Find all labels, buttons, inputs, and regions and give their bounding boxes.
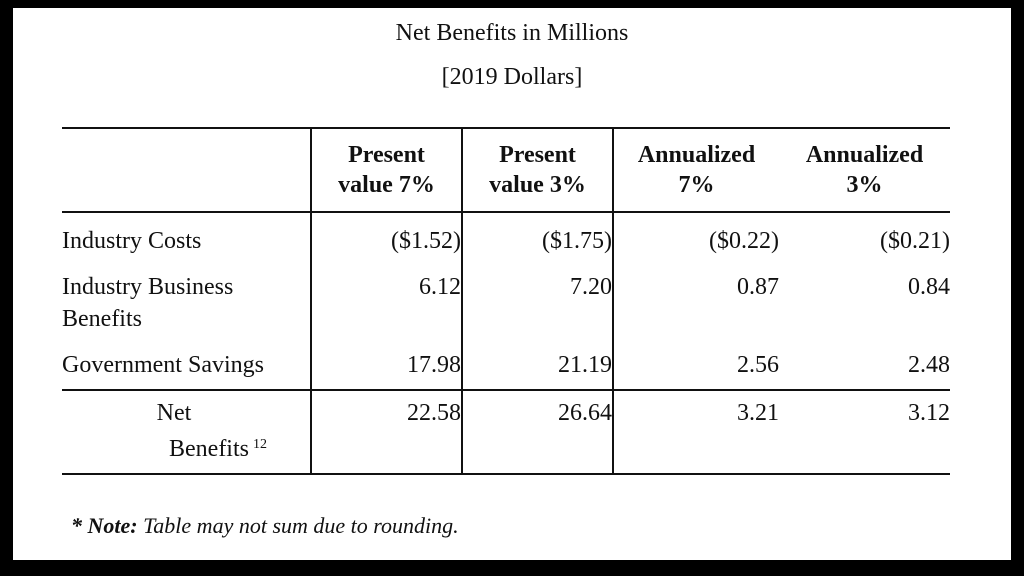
table-cell: 0.87 bbox=[612, 263, 779, 349]
table-cell: 6.12 bbox=[310, 263, 462, 349]
table-cell: 2.48 bbox=[779, 349, 950, 391]
table-row-net-benefits: Net Benefits 12 22.58 26.64 3.21 3.12 bbox=[62, 390, 950, 475]
header-present-value-7: Present value 7% bbox=[310, 127, 462, 213]
header-line: Annualized bbox=[805, 142, 924, 168]
header-line: value 3% bbox=[489, 172, 586, 198]
row-label-text: Benefits bbox=[169, 436, 249, 462]
row-label: Industry Costs bbox=[62, 228, 202, 254]
header-line: Present bbox=[348, 142, 425, 168]
table-cell: 3.12 bbox=[779, 390, 950, 475]
table-cell: 0.84 bbox=[908, 274, 950, 300]
row-label-line: Industry Business bbox=[62, 274, 234, 300]
table-cell: 3.21 bbox=[612, 390, 779, 475]
table-cell: 17.98 bbox=[310, 349, 462, 391]
row-label: Industry Business Benefits bbox=[62, 263, 311, 349]
row-label: Government Savings bbox=[62, 349, 311, 391]
header-empty bbox=[62, 127, 311, 213]
table-cell: ($1.75) bbox=[461, 212, 613, 263]
table-cell: 7.20 bbox=[461, 263, 613, 349]
header-line: 3% bbox=[846, 172, 883, 198]
table-cell: 26.64 bbox=[461, 390, 613, 475]
row-label-line: Benefits 12 bbox=[62, 429, 310, 465]
row-label-line: Net bbox=[156, 400, 192, 426]
table-row: Government Savings 17.98 21.19 2.56 2.48 bbox=[62, 349, 950, 391]
row-label: Net Benefits 12 bbox=[62, 390, 311, 475]
row-label-line: Benefits bbox=[62, 306, 142, 332]
header-annualized-3: Annualized 3% bbox=[779, 127, 950, 213]
table-header-row: Present value 7% Present value 3% Annual… bbox=[62, 127, 950, 213]
table-cell: ($0.21) bbox=[880, 228, 950, 254]
table-note: * Note: Table may not sum due to roundin… bbox=[71, 513, 459, 539]
table-cell: 2.56 bbox=[612, 349, 779, 391]
table-subtitle: [2019 Dollars] bbox=[441, 64, 583, 90]
header-line: value 7% bbox=[338, 172, 435, 198]
note-text: Table may not sum due to rounding. bbox=[143, 513, 459, 538]
footnote-marker: 12 bbox=[252, 437, 267, 452]
header-line: 7% bbox=[678, 172, 715, 198]
net-benefits-table: Present value 7% Present value 3% Annual… bbox=[62, 127, 950, 475]
header-line: Annualized bbox=[637, 142, 756, 168]
header-annualized-7: Annualized 7% bbox=[612, 127, 779, 213]
note-marker: * Note: bbox=[71, 513, 138, 538]
document-panel: Net Benefits in Millions [2019 Dollars] … bbox=[13, 8, 1011, 560]
table-cell: 22.58 bbox=[310, 390, 462, 475]
header-present-value-3: Present value 3% bbox=[461, 127, 613, 213]
table-cell: ($1.52) bbox=[310, 212, 462, 263]
table-cell: 21.19 bbox=[461, 349, 613, 391]
table-row: Industry Business Benefits 6.12 7.20 0.8… bbox=[62, 263, 950, 349]
table-row: Industry Costs ($1.52) ($1.75) ($0.22) (… bbox=[62, 212, 950, 263]
table-title: Net Benefits in Millions bbox=[395, 20, 629, 46]
header-line: Present bbox=[499, 142, 576, 168]
table-cell: ($0.22) bbox=[612, 212, 779, 263]
